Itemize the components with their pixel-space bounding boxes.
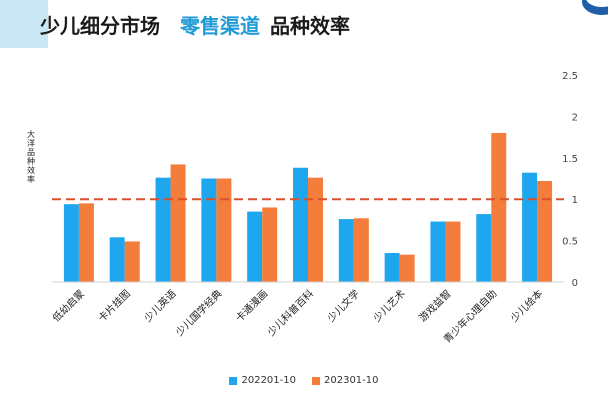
bar-series1-10 <box>522 172 538 282</box>
page-title: 少儿细分市场 零售渠道 品种效率 <box>40 10 350 39</box>
bar-series1-2 <box>155 177 171 282</box>
bar-series1-6 <box>338 219 354 282</box>
x-tick-label-7: 少儿艺术 <box>371 288 408 325</box>
y-tick-label-0: 0 <box>572 278 578 289</box>
bar-series2-4 <box>262 207 278 282</box>
x-tick-label-1: 卡片挂图 <box>95 287 132 324</box>
bar-series2-9 <box>491 132 507 282</box>
x-tick-label-10: 少儿绘本 <box>508 287 545 324</box>
bar-series1-1 <box>109 237 125 282</box>
title-part2: 品种效率 <box>270 14 350 38</box>
bar-series2-5 <box>308 177 323 282</box>
y-tick-label-4: 2 <box>572 112 578 123</box>
bar-series1-5 <box>293 167 308 282</box>
corner-logo-icon <box>582 0 608 15</box>
bar-series2-2 <box>170 164 186 282</box>
legend-swatch-series2 <box>312 376 320 385</box>
title-accent: 零售渠道 <box>180 14 260 38</box>
bar-series2-1 <box>124 241 140 282</box>
bar-series2-10 <box>537 180 553 282</box>
legend-item-series1: 202201-10 <box>229 375 296 386</box>
y-tick-label-1: 0.5 <box>562 237 578 248</box>
x-tick-label-0: 低幼启蒙 <box>50 287 87 324</box>
legend-item-series2: 202301-10 <box>312 375 379 386</box>
bar-series2-0 <box>78 203 94 282</box>
bar-series1-4 <box>247 211 263 282</box>
x-tick-label-5: 少儿科普百科 <box>265 287 317 339</box>
x-tick-label-2: 少儿英语 <box>141 287 178 324</box>
bar-series1-8 <box>430 221 446 282</box>
bar-series2-3 <box>216 178 232 282</box>
y-axis-label: 大洋品种效率 <box>27 130 35 184</box>
bar-series1-9 <box>476 214 492 282</box>
legend-label-series1: 202201-10 <box>241 375 296 386</box>
y-tick-label-3: 1.5 <box>562 154 578 165</box>
bar-series1-3 <box>201 178 217 282</box>
title-accent-block <box>0 0 48 48</box>
legend-label-series2: 202301-10 <box>324 375 379 386</box>
x-tick-label-3: 少儿国学经典 <box>173 287 225 339</box>
chart-legend: 202201-10 202301-10 <box>0 375 608 386</box>
bar-series2-7 <box>399 254 415 282</box>
bar-series2-8 <box>445 221 461 282</box>
x-tick-label-6: 少儿文学 <box>324 287 361 324</box>
y-tick-label-5: 2.5 <box>562 71 578 82</box>
title-part1: 少儿细分市场 <box>40 14 160 38</box>
x-tick-label-8: 游戏益智 <box>416 287 453 324</box>
legend-swatch-series1 <box>229 376 238 385</box>
y-tick-label-2: 1 <box>572 195 578 206</box>
x-tick-label-4: 卡通漫画 <box>233 287 270 324</box>
bar-series1-7 <box>384 253 400 282</box>
bar-series2-6 <box>353 218 369 282</box>
bar-series1-0 <box>63 204 79 282</box>
